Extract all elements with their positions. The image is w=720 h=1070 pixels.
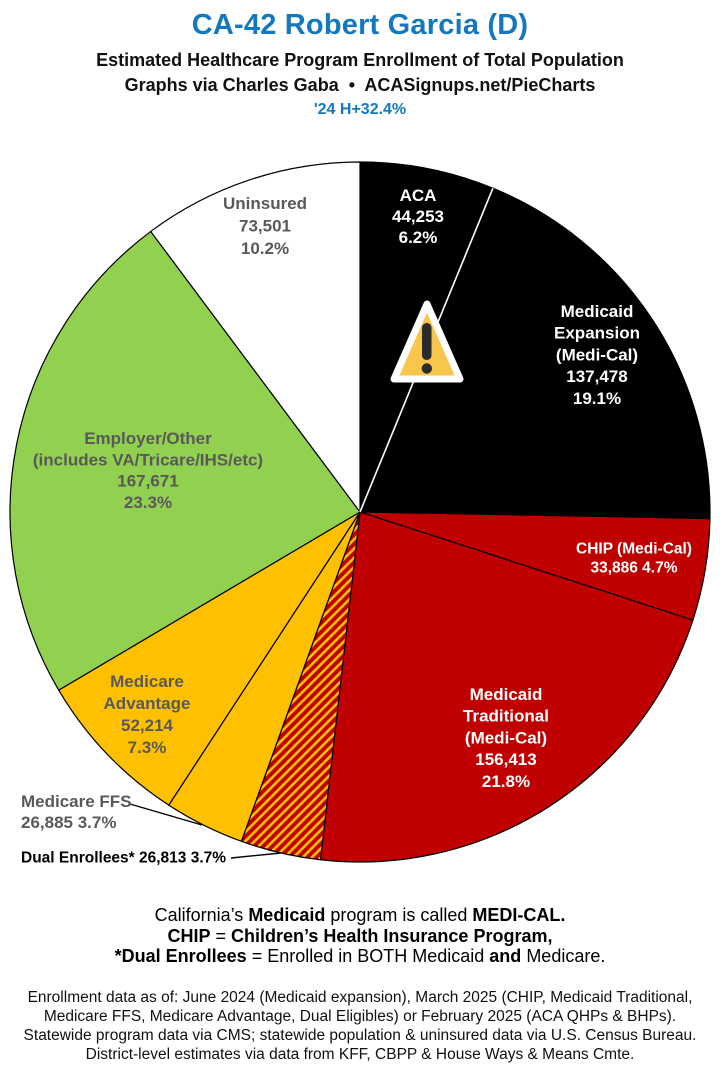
note-line: CHIP = Children’s Health Insurance Progr… <box>0 926 720 947</box>
pie-label-medicare-ffs: Medicare FFS 26,885 3.7% <box>21 792 132 832</box>
warning-icon <box>390 300 464 383</box>
note-segment: Children’s Health Insurance Program, <box>231 925 553 946</box>
pie-label-medicaid-expansion-medi-cal: Medicaid Expansion (Medi-Cal) 137,478 19.1% <box>554 302 640 408</box>
pie-label-medicare-advantage: Medicare Advantage 52,214 7.3% <box>104 672 191 757</box>
note-line: *Dual Enrollees = Enrolled in BOTH Medic… <box>0 946 720 967</box>
note-segment: California’s <box>154 905 249 925</box>
chart-subtitle: Estimated Healthcare Program Enrollment … <box>96 50 624 70</box>
glossary-notes: California’s Medicaid program is called … <box>0 905 720 967</box>
pie-slices <box>9 161 711 863</box>
pie-label-chip-medi-cal: CHIP (Medi-Cal) 33,886 4.7% <box>576 540 692 576</box>
district-tag-line: '24 H+32.4% <box>313 101 407 118</box>
note-segment: MEDI-CAL. <box>472 905 566 925</box>
source-credit-line: Graphs via Charles Gaba • ACASignups.net… <box>124 75 596 95</box>
footer-line: District-level estimates via data from K… <box>85 1046 635 1063</box>
note-segment: and <box>489 946 522 967</box>
pie-label-employer-other-includes-va-tricare-ihs-etc: Employer/Other (includes VA/Tricare/IHS/e… <box>33 429 263 512</box>
warning-exclamation-dot <box>421 363 432 374</box>
note-segment: = Enrolled in BOTH Medicaid <box>246 946 490 967</box>
leader-line-medicare-ffs <box>129 803 203 826</box>
pie-slice-uninsured <box>150 161 361 513</box>
note-segment: Medicare. <box>521 946 606 967</box>
note-segment: = <box>210 925 232 946</box>
data-sources-footer: Enrollment data as of: June 2024 (Medica… <box>0 988 720 1064</box>
page-title: CA-42 Robert Garcia (D) <box>191 9 529 41</box>
pie-slice-medicaid-expansion-medi-cal <box>359 187 711 520</box>
pie-label-dual-enrollees: Dual Enrollees* 26,813 3.7% <box>21 849 226 866</box>
note-segment: program is called <box>325 905 473 925</box>
note-segment: *Dual Enrollees <box>114 946 247 967</box>
warning-exclamation-bar <box>422 323 432 360</box>
pie-label-aca: ACA 44,253 6.2% <box>392 186 444 247</box>
pie-slice-medicare-advantage <box>58 511 361 806</box>
footer-line: Enrollment data as of: June 2024 (Medica… <box>27 989 693 1006</box>
leader-line-dual-enrollees <box>230 852 282 859</box>
note-segment: CHIP <box>167 925 211 946</box>
footer-line: Statewide program data via CMS; statewid… <box>23 1027 697 1044</box>
note-segment: Medicaid <box>248 905 326 925</box>
pie-label-medicaid-traditional-medi-cal: Medicaid Traditional (Medi-Cal) 156,413 21.8… <box>463 685 549 791</box>
pie-slice-employer-other-includes-va-tricare-ihs-etc <box>9 230 361 691</box>
footer-line: Medicare FFS, Medicare Advantage, Dual E… <box>43 1008 677 1025</box>
pie-label-uninsured: Uninsured 73,501 10.2% <box>223 194 307 258</box>
pie-labels: ACA 44,253 6.2% Medicaid Expansion (Medi-Cal)… <box>21 186 692 867</box>
note-line: California’s Medicaid program is called … <box>0 905 720 926</box>
pie-slice-medicaid-traditional-medi-cal <box>319 511 694 863</box>
